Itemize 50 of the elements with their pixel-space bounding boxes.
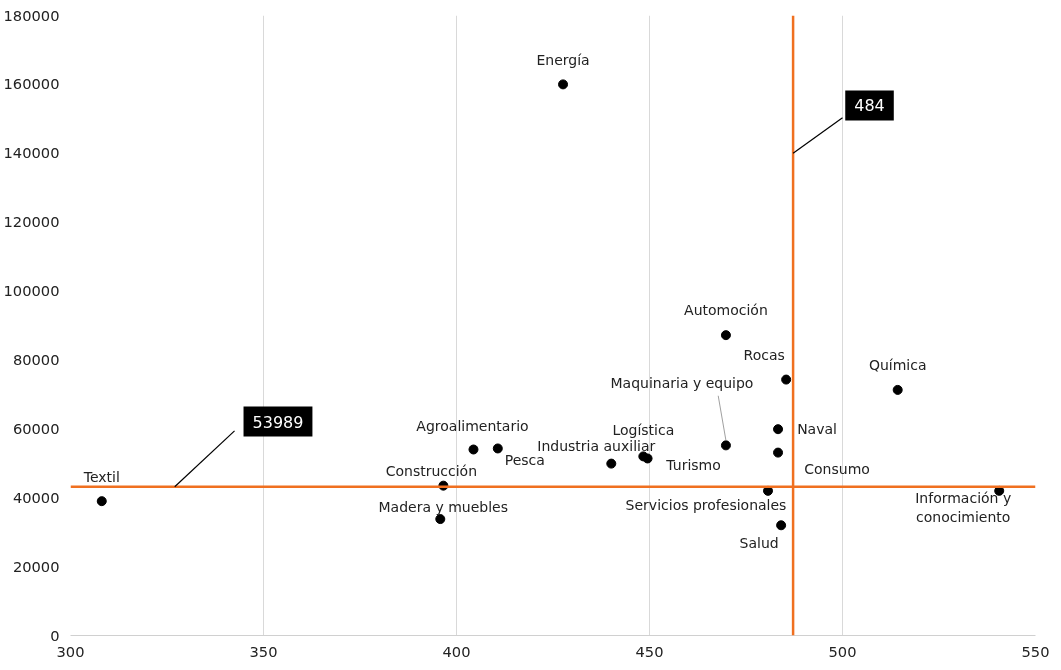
y-tick-label: 40000: [12, 488, 60, 506]
y-tick-label: 120000: [3, 213, 60, 231]
point: [468, 444, 479, 455]
y-tick-label: 80000: [12, 350, 60, 368]
point: [558, 79, 569, 90]
annotation: 484: [854, 96, 885, 116]
annotation: Industria auxiliar: [537, 437, 656, 454]
y-tick-label: 0: [50, 626, 60, 644]
point: [720, 440, 731, 451]
x-tick-label: 350: [249, 642, 278, 660]
point: [773, 424, 784, 435]
annotation: Turismo: [665, 457, 721, 474]
annotation: Automoción: [684, 302, 768, 319]
annotation: Construcción: [385, 462, 478, 479]
x-tick-label: 550: [1021, 642, 1050, 660]
point: [773, 447, 784, 458]
y-tick-label: 160000: [3, 75, 60, 93]
annotation: Agroalimentario: [416, 417, 529, 434]
x-tick-label: 450: [635, 642, 664, 660]
point: [642, 453, 653, 464]
y-tick-label: 140000: [3, 144, 60, 162]
y-tick-label: 180000: [3, 6, 60, 24]
annotation: Salud: [739, 535, 779, 552]
x-tick-label: 500: [828, 642, 857, 660]
annotation: Información y conocimiento: [915, 490, 1012, 526]
y-tick-label: 20000: [12, 557, 60, 575]
point: [781, 374, 792, 385]
annotation: Maquinaria y equipo: [610, 375, 754, 392]
annotation: Servicios profesionales: [625, 496, 787, 513]
point: [720, 330, 731, 341]
point: [492, 443, 503, 454]
annotation: Química: [868, 356, 927, 373]
point: [776, 520, 787, 531]
annotation: Consumo: [804, 460, 870, 477]
y-tick-label: 100000: [3, 282, 60, 300]
annotation: 53989: [252, 412, 304, 432]
point: [435, 514, 446, 525]
annotation: Rocas: [743, 346, 785, 363]
x-tick-label: 300: [56, 642, 85, 660]
point: [96, 496, 107, 507]
y-tick-label: 60000: [12, 419, 60, 437]
annotation: Logística: [612, 422, 675, 439]
annotation: Energía: [536, 52, 590, 69]
point: [892, 384, 903, 395]
annotation: Naval: [797, 421, 837, 438]
annotation: Madera y muebles: [378, 499, 509, 516]
annotation: Textil: [82, 469, 120, 486]
point: [606, 458, 617, 469]
annotation: Pesca: [504, 452, 545, 469]
x-tick-label: 400: [442, 642, 471, 660]
